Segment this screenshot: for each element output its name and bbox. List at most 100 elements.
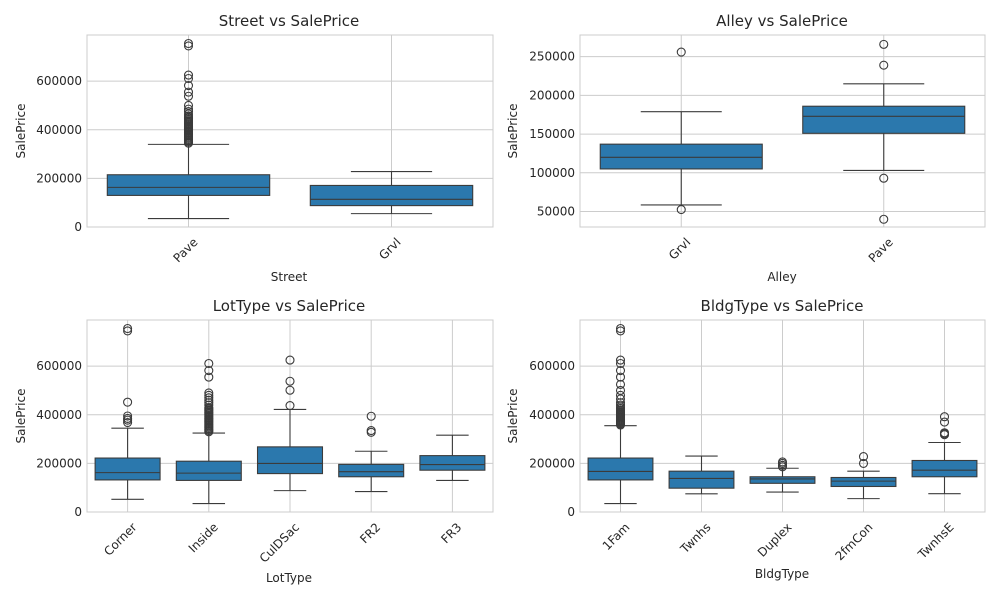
outlier-point bbox=[615, 326, 626, 336]
box-iqr bbox=[338, 463, 405, 478]
outlier-point bbox=[879, 39, 889, 49]
outlier-point bbox=[123, 326, 133, 336]
y-tick-label: 0 bbox=[567, 505, 575, 519]
outlier-point bbox=[123, 323, 133, 334]
y-tick-label: 250000 bbox=[529, 50, 575, 64]
chart-title: Alley vs SalePrice bbox=[716, 12, 848, 30]
outlier-point bbox=[183, 91, 194, 101]
outlier-point bbox=[183, 38, 194, 49]
outlier-point bbox=[123, 397, 133, 407]
outlier-point bbox=[204, 358, 214, 369]
outlier-point bbox=[858, 452, 869, 462]
outlier-point bbox=[879, 60, 889, 70]
outlier-point bbox=[183, 70, 194, 80]
box-FR2 bbox=[338, 411, 405, 493]
x-tick-label: Corner bbox=[101, 520, 139, 558]
outlier-point bbox=[204, 366, 214, 376]
outlier-point bbox=[123, 411, 133, 421]
outlier-point bbox=[183, 73, 194, 84]
box-FR3 bbox=[419, 434, 486, 481]
x-tick-label: Inside bbox=[186, 520, 221, 555]
plot-frame bbox=[579, 319, 986, 513]
outlier-point bbox=[123, 418, 133, 428]
outlier-point bbox=[879, 214, 889, 224]
box-iqr bbox=[587, 457, 654, 481]
x-tick-label: Grvl bbox=[376, 235, 403, 262]
box-iqr bbox=[802, 105, 966, 134]
outlier-point bbox=[676, 205, 686, 215]
outlier-point bbox=[204, 393, 214, 403]
y-tick-label: 200000 bbox=[36, 456, 82, 470]
y-axis-label: SalePrice bbox=[14, 389, 28, 444]
outlier-point bbox=[183, 104, 194, 114]
y-tick-label: 400000 bbox=[36, 123, 82, 137]
box-iqr bbox=[599, 143, 763, 170]
box-iqr bbox=[256, 446, 324, 475]
box-Pave bbox=[106, 38, 271, 220]
box-TwnhsE bbox=[911, 412, 978, 495]
outlier-point bbox=[183, 41, 194, 51]
outlier-point bbox=[615, 385, 626, 396]
outlier-point bbox=[123, 413, 133, 423]
outlier-point bbox=[615, 355, 626, 365]
y-tick-label: 100000 bbox=[529, 166, 575, 180]
y-tick-label: 0 bbox=[74, 505, 82, 519]
outlier-point bbox=[204, 398, 214, 408]
box-iqr bbox=[175, 460, 242, 481]
chart-title: BldgType vs SalePrice bbox=[701, 297, 864, 315]
outlier-point bbox=[183, 100, 194, 111]
outlier-point bbox=[879, 173, 889, 183]
y-axis-label: SalePrice bbox=[506, 389, 520, 444]
y-tick-label: 600000 bbox=[36, 359, 82, 373]
outlier-point bbox=[615, 358, 626, 369]
box-iqr bbox=[749, 476, 816, 484]
x-tick-label: TwnhsE bbox=[915, 520, 957, 562]
x-axis-label: Street bbox=[271, 270, 308, 284]
outlier-point bbox=[183, 87, 194, 97]
subplot-bldgtype: BldgType vs SalePrice BldgType SalePrice… bbox=[506, 297, 986, 581]
outlier-point bbox=[204, 395, 214, 405]
outlier-point bbox=[285, 376, 295, 386]
box-iqr bbox=[830, 476, 897, 488]
outlier-point bbox=[615, 323, 626, 334]
y-axis-label: SalePrice bbox=[506, 104, 520, 159]
box-iqr bbox=[911, 459, 978, 478]
outlier-point bbox=[615, 398, 626, 408]
y-tick-label: 600000 bbox=[529, 359, 575, 373]
x-tick-label: Grvl bbox=[666, 235, 693, 262]
outlier-point bbox=[204, 372, 214, 382]
outlier-point bbox=[183, 81, 194, 91]
subplot-street: Street vs SalePrice Street SalePrice 0 20… bbox=[14, 12, 494, 284]
box-Pave bbox=[802, 39, 966, 224]
box-Corner bbox=[94, 323, 161, 500]
outlier-point bbox=[204, 402, 214, 413]
box-CulDSac bbox=[256, 355, 324, 492]
y-tick-label: 400000 bbox=[36, 408, 82, 422]
outlier-point bbox=[615, 372, 626, 382]
outlier-point bbox=[939, 417, 950, 427]
plot-frame bbox=[86, 319, 494, 513]
subplot-alley: Alley vs SalePrice Alley SalePrice 50000… bbox=[506, 12, 986, 284]
box-Grvl bbox=[309, 171, 474, 215]
outlier-point bbox=[204, 390, 214, 400]
x-tick-label: Pave bbox=[866, 235, 896, 265]
y-tick-label: 150000 bbox=[529, 127, 575, 141]
y-tick-label: 50000 bbox=[537, 205, 575, 219]
outlier-point bbox=[858, 458, 869, 468]
outlier-point bbox=[676, 47, 686, 57]
outlier-point bbox=[285, 385, 295, 395]
outlier-point bbox=[939, 428, 950, 438]
outlier-point bbox=[366, 426, 376, 436]
outlier-point bbox=[615, 390, 626, 400]
chart-title: LotType vs SalePrice bbox=[213, 297, 366, 315]
outlier-point bbox=[204, 388, 214, 398]
box-1Fam bbox=[587, 323, 654, 505]
x-axis-label: BldgType bbox=[755, 567, 809, 581]
y-tick-label: 200000 bbox=[529, 88, 575, 102]
outlier-point bbox=[285, 355, 295, 365]
y-tick-label: 0 bbox=[74, 220, 82, 234]
box-iqr bbox=[668, 470, 735, 489]
outlier-point bbox=[204, 400, 214, 410]
outlier-point bbox=[777, 457, 788, 467]
